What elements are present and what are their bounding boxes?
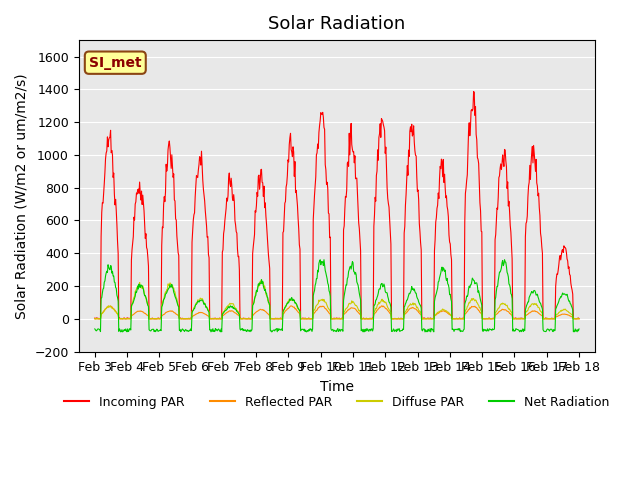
Y-axis label: Solar Radiation (W/m2 or um/m2/s): Solar Radiation (W/m2 or um/m2/s) [15, 73, 29, 319]
Incoming PAR [237, 316, 245, 322]
Line: Reflected PAR: Reflected PAR [95, 306, 579, 319]
Incoming PAR [148, 315, 156, 321]
Incoming PAR [92, 316, 99, 322]
Reflected PAR [279, 312, 287, 317]
Diffuse PAR [148, 316, 156, 322]
Net Radiation [421, 329, 429, 335]
Net Radiation [148, 327, 156, 333]
Line: Diffuse PAR: Diffuse PAR [95, 280, 579, 319]
Reflected PAR [260, 308, 268, 314]
Diffuse PAR [387, 309, 395, 315]
Title: Solar Radiation: Solar Radiation [268, 15, 406, 33]
Net Radiation [575, 326, 583, 332]
Incoming PAR [387, 241, 395, 247]
Incoming PAR [91, 315, 99, 321]
Reflected PAR [148, 316, 156, 322]
Reflected PAR [575, 316, 583, 322]
Incoming PAR [575, 316, 583, 322]
Text: SI_met: SI_met [89, 56, 141, 70]
Incoming PAR [414, 187, 422, 193]
Net Radiation [414, 297, 422, 302]
Reflected PAR [378, 303, 386, 309]
Reflected PAR [387, 312, 395, 317]
Net Radiation [320, 257, 328, 263]
Net Radiation [237, 327, 244, 333]
Incoming PAR [280, 228, 287, 234]
Reflected PAR [91, 316, 99, 322]
Diffuse PAR [91, 316, 99, 322]
Diffuse PAR [575, 316, 583, 322]
Reflected PAR [237, 316, 244, 322]
Incoming PAR [261, 200, 269, 206]
Diffuse PAR [258, 277, 266, 283]
Diffuse PAR [237, 316, 244, 322]
Line: Incoming PAR: Incoming PAR [95, 92, 579, 319]
Net Radiation [91, 326, 99, 332]
Diffuse PAR [261, 287, 269, 292]
Legend: Incoming PAR, Reflected PAR, Diffuse PAR, Net Radiation: Incoming PAR, Reflected PAR, Diffuse PAR… [59, 391, 615, 414]
Net Radiation [387, 304, 395, 310]
Net Radiation [279, 310, 287, 315]
Net Radiation [260, 288, 268, 293]
Line: Net Radiation: Net Radiation [95, 260, 579, 332]
Reflected PAR [414, 308, 422, 314]
Diffuse PAR [280, 308, 287, 313]
X-axis label: Time: Time [320, 380, 354, 394]
Diffuse PAR [414, 306, 422, 312]
Incoming PAR [470, 89, 477, 95]
